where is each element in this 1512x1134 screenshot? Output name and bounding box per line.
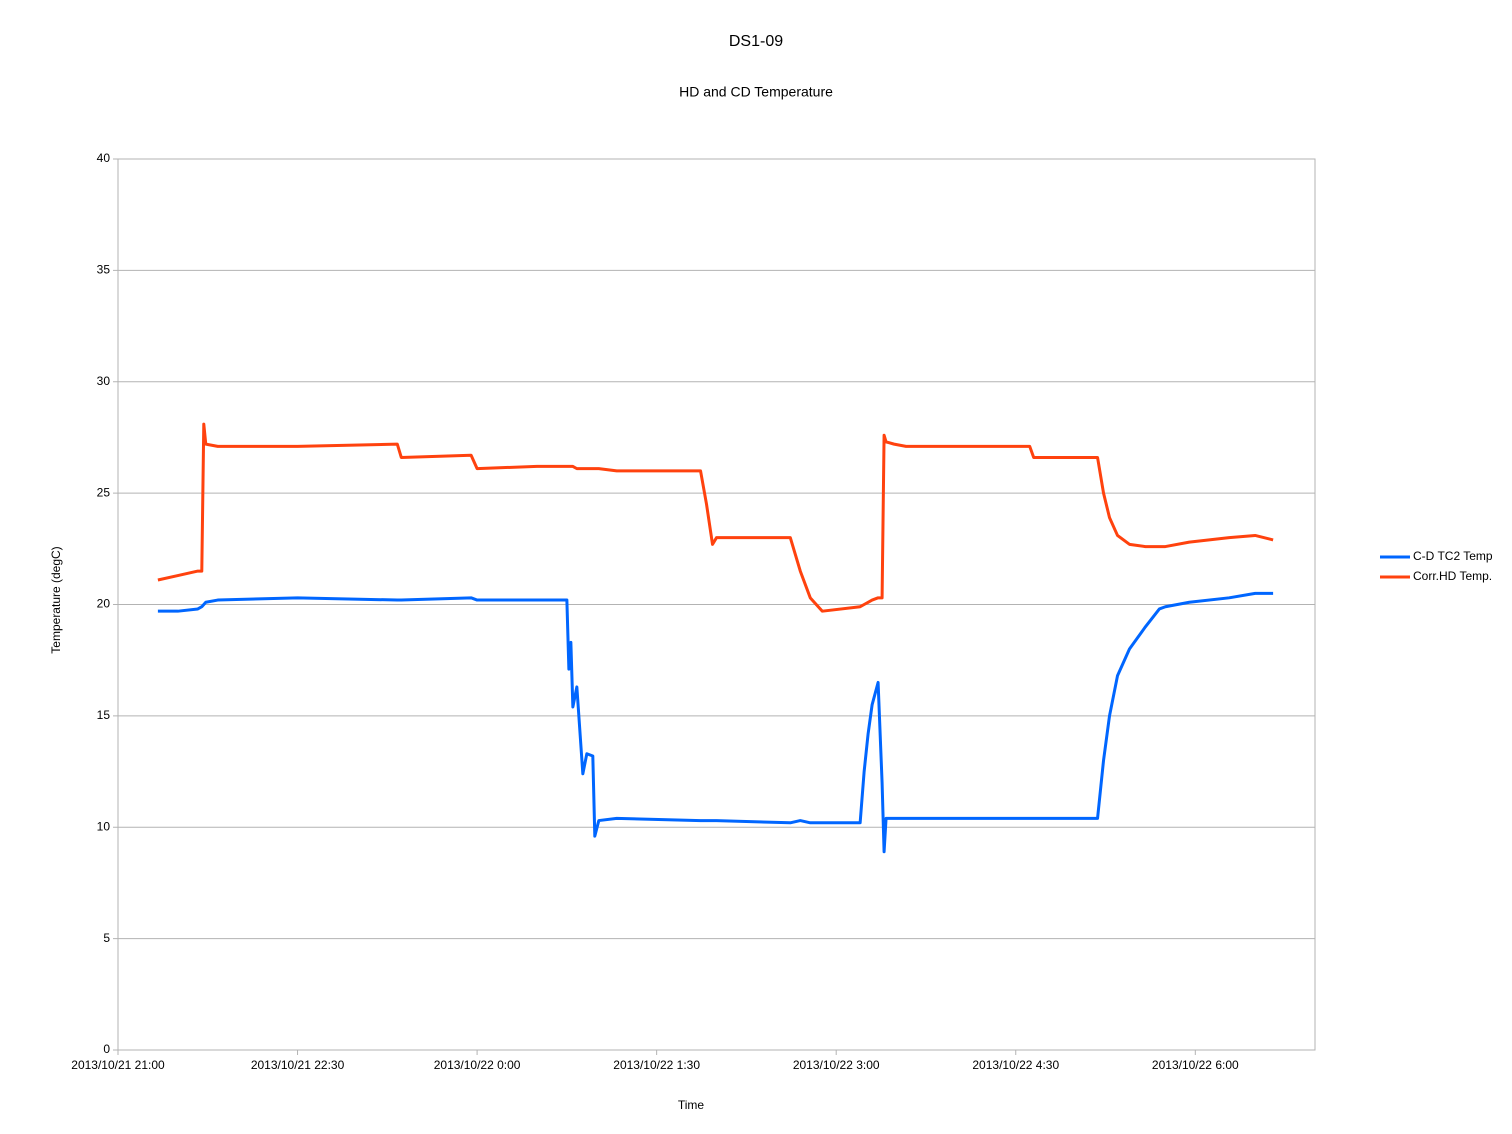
y-tick-label: 40 <box>97 151 111 165</box>
plot-border <box>117 158 1316 1051</box>
y-tick-label: 25 <box>97 485 111 499</box>
y-axis-label: Temperature (degC) <box>49 546 63 653</box>
y-tick-label: 30 <box>97 374 111 388</box>
x-tick-label: 2013/10/22 1:30 <box>613 1058 700 1072</box>
x-tick-label: 2013/10/22 6:00 <box>1152 1058 1239 1072</box>
series-line <box>157 591 1274 854</box>
y-tick-label: 20 <box>97 597 111 611</box>
y-tick-label: 5 <box>103 931 110 945</box>
series-line <box>157 422 1274 613</box>
y-tick-label: 0 <box>103 1042 110 1056</box>
legend-label: C-D TC2 Temp <box>1413 549 1493 563</box>
y-tick-label: 10 <box>97 819 111 833</box>
chart-title: DS1-09 <box>729 33 783 50</box>
x-tick-label: 2013/10/22 4:30 <box>972 1058 1059 1072</box>
chart-subtitle: HD and CD Temperature <box>679 84 833 100</box>
x-tick-label: 2013/10/21 21:00 <box>71 1058 165 1072</box>
x-axis-label: Time <box>678 1098 705 1112</box>
legend-label: Corr.HD Temp. <box>1413 569 1492 583</box>
y-tick-label: 15 <box>97 708 111 722</box>
x-tick-label: 2013/10/21 22:30 <box>251 1058 345 1072</box>
y-tick-label: 35 <box>97 263 111 277</box>
x-tick-label: 2013/10/22 0:00 <box>434 1058 521 1072</box>
x-tick-label: 2013/10/22 3:00 <box>793 1058 880 1072</box>
